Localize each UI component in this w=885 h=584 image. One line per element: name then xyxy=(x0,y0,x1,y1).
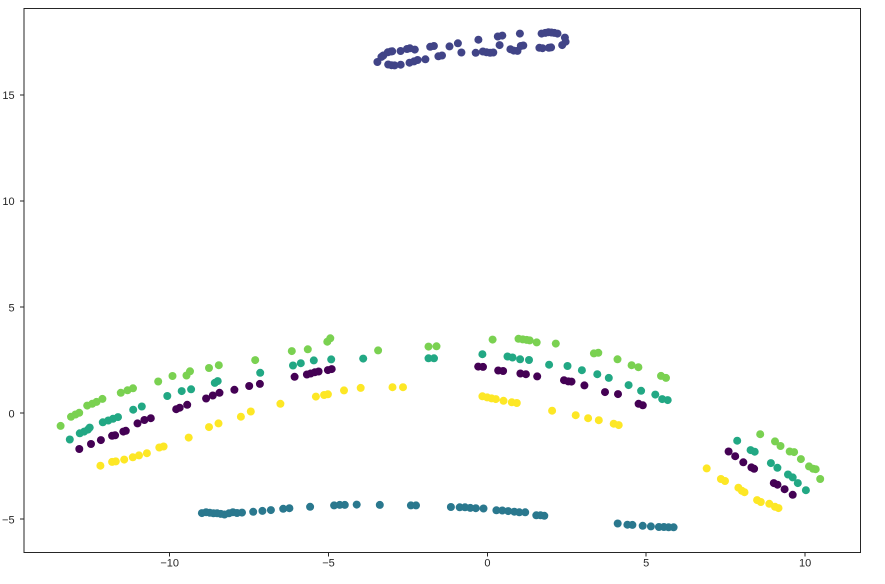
svg-text:0: 0 xyxy=(484,558,490,570)
svg-text:−5: −5 xyxy=(322,558,335,570)
svg-text:−10: −10 xyxy=(160,558,179,570)
svg-text:−5: −5 xyxy=(2,515,15,527)
svg-text:10: 10 xyxy=(799,558,811,570)
svg-text:10: 10 xyxy=(2,196,14,208)
svg-text:5: 5 xyxy=(8,302,14,314)
svg-text:5: 5 xyxy=(643,558,649,570)
svg-text:0: 0 xyxy=(8,408,14,420)
svg-text:15: 15 xyxy=(2,90,14,102)
